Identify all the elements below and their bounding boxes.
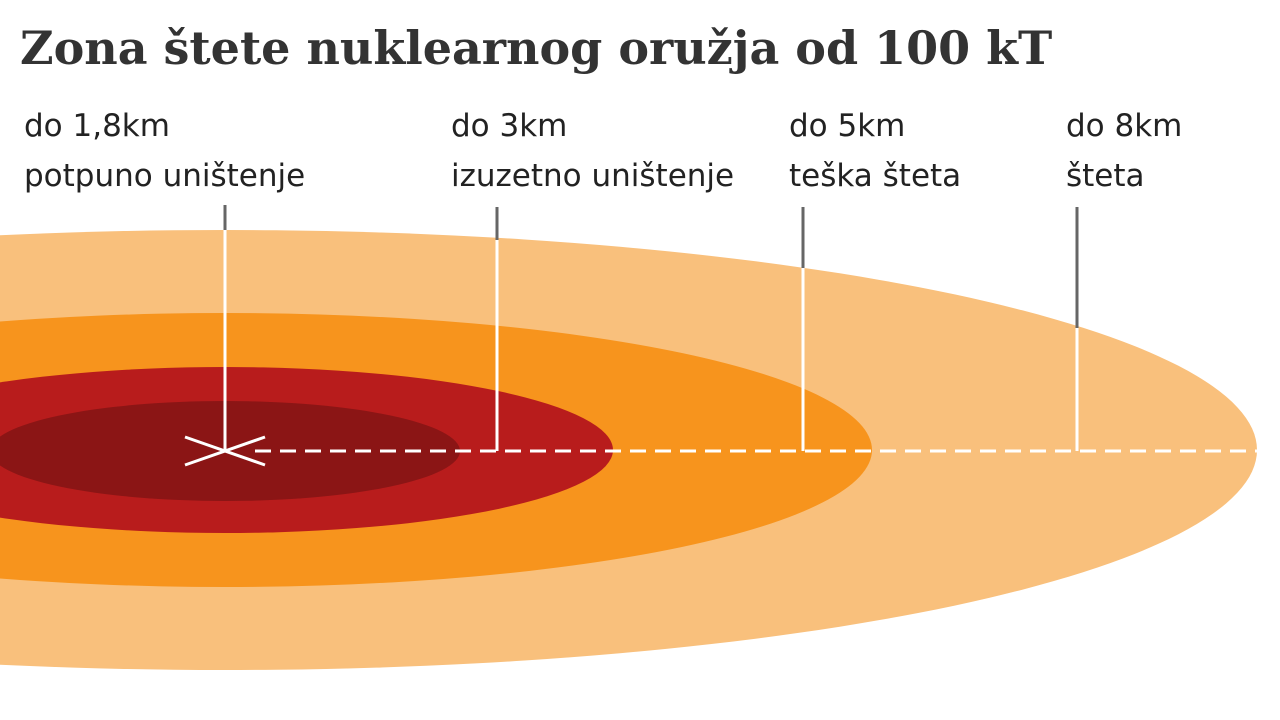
markers [223,205,1079,451]
zone-distance: do 1,8km [24,108,170,144]
title: Zona štete nuklearnog oružja od 100 kT [20,21,1052,75]
labels: do 1,8km potpuno uništenje do 3km izuzet… [24,108,1182,194]
zone-description: izuzetno uništenje [451,158,734,194]
zone-description: šteta [1066,158,1145,194]
zone-1-8km [0,401,460,501]
zone-description: teška šteta [789,158,961,194]
ground-zero [184,435,266,467]
zone-distance: do 8km [1066,108,1182,144]
zone-description: potpuno uništenje [24,158,305,194]
zones [0,230,1257,670]
cross-line [184,435,266,467]
zone-distance: do 3km [451,108,567,144]
zone-distance: do 5km [789,108,905,144]
